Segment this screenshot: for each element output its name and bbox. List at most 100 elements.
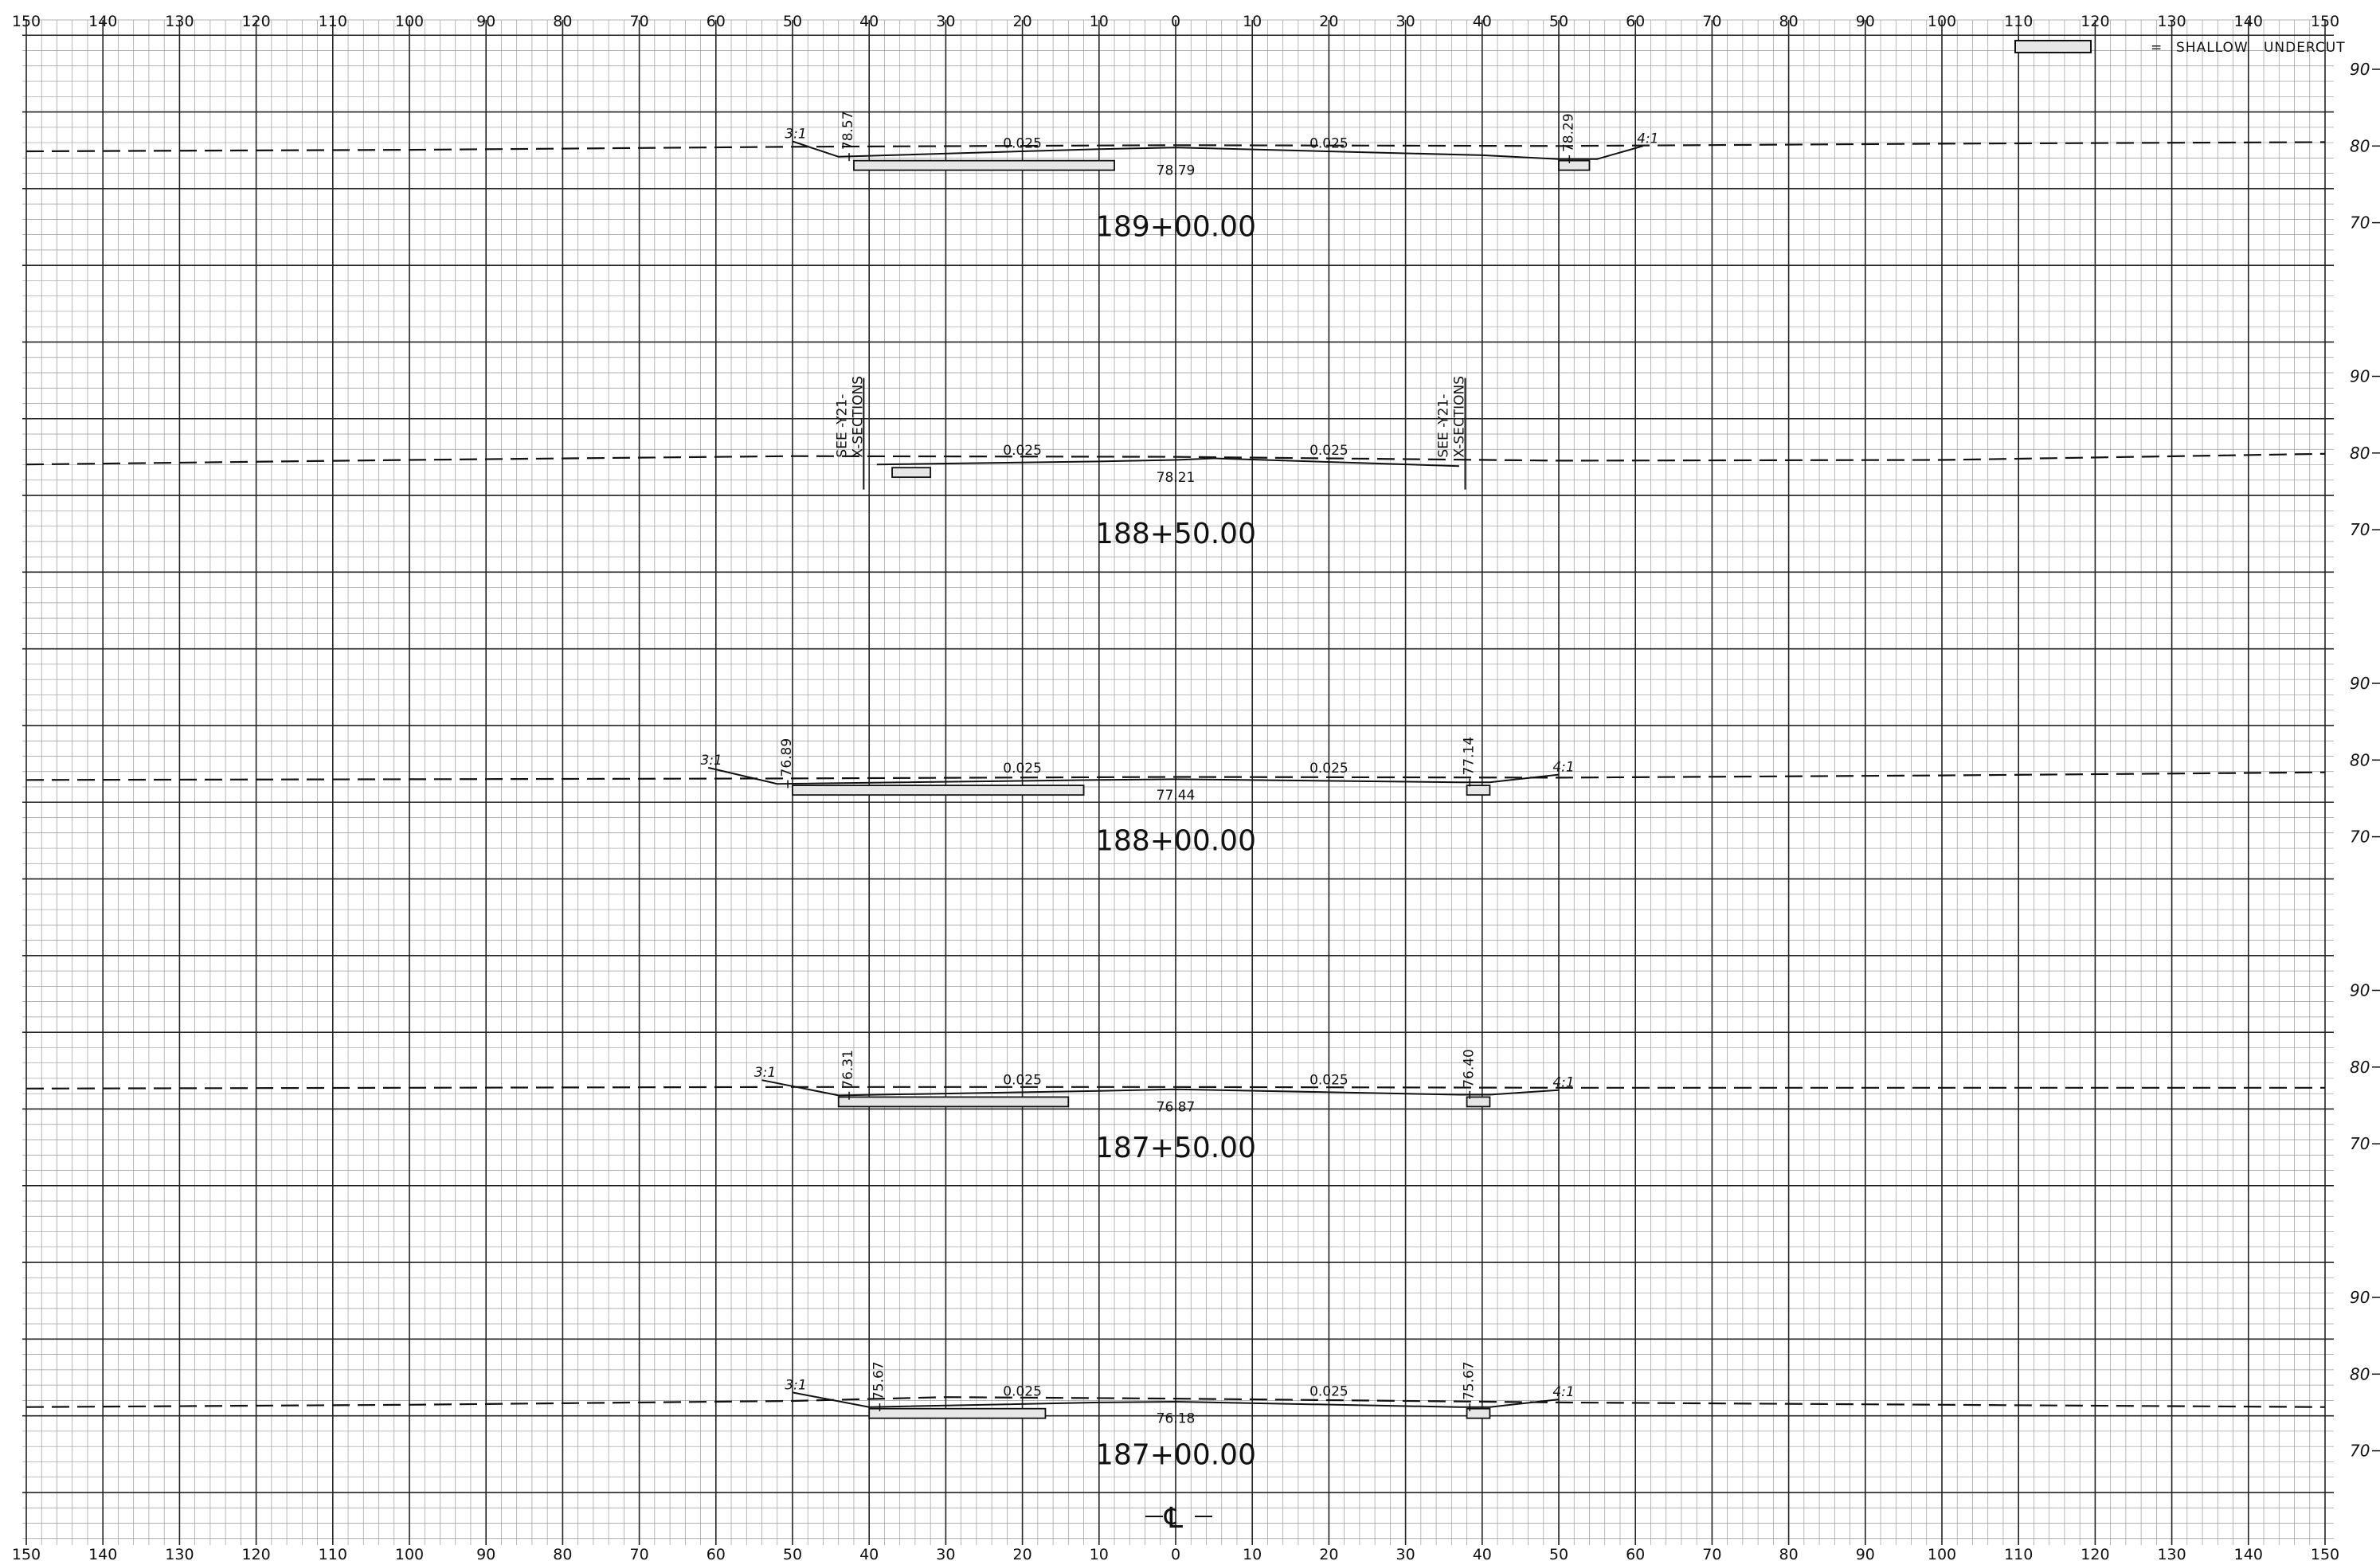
offset-tick-label-top: 110 [2004,13,2033,30]
elevation-annotation-left: 78.57 [840,111,856,150]
offset-tick-label-top: 20 [1319,13,1338,30]
legend: = SHALLOW UNDERCUT [2014,40,2345,56]
offset-tick-label-bottom: 140 [88,1546,117,1563]
station-label: 188+50.00 [1095,518,1256,550]
centerline-elevation: 76.18 [1157,1411,1196,1427]
offset-tick-label-top: 40 [859,13,879,30]
offset-tick-label-top: 140 [88,13,117,30]
offset-tick-label-top: 150 [2311,13,2339,30]
cross-section-2: 90 80 70 188+00.00 0.025 0.025 77.44 3:1 4:1 76.8… [25,674,2380,857]
side-slope-right: 4:1 [1552,1075,1574,1091]
offset-tick-label-bottom: 100 [1928,1546,1956,1563]
offset-tick-label-bottom: 130 [2157,1546,2186,1563]
cross-slope-right: 0.025 [1309,1072,1349,1088]
side-slope-left: 3:1 [785,127,806,143]
offset-tick-label-top: 130 [2157,13,2186,30]
offset-tick-label-top: 50 [1549,13,1568,30]
offset-tick-label-bottom: 30 [1396,1546,1415,1563]
elevation-label: 90 [2350,1288,2370,1307]
offset-tick-label-top: 0 [1171,13,1180,30]
offset-tick-label-bottom: 40 [1473,1546,1492,1563]
offset-tick-label-top: 90 [1856,13,1875,30]
offset-tick-label-top: 100 [1928,13,1956,30]
offset-tick-label-bottom: 40 [859,1546,879,1563]
elevation-label: 80 [2350,136,2370,155]
elevation-annotation-right: 77.14 [1461,737,1477,776]
offset-tick-label-bottom: 60 [1626,1546,1645,1563]
offset-tick-label-top: 80 [1779,13,1799,30]
shallow-undercut-area [868,1407,1047,1419]
station-label: 187+50.00 [1095,1132,1256,1164]
offset-tick-label-top: 70 [630,13,649,30]
elevation-label: 90 [2350,674,2370,693]
offset-tick-label-top: 100 [395,13,424,30]
offset-tick-label-top: 140 [2234,13,2263,30]
offset-tick-label-bottom: 150 [2311,1546,2339,1563]
offset-tick-label-bottom: 10 [1243,1546,1262,1563]
elevation-label: 90 [2350,981,2370,1000]
side-slope-right: 4:1 [1637,131,1658,147]
offset-tick-label-bottom: 140 [2234,1546,2263,1563]
existing-ground-line [25,771,2326,781]
offset-tick-label-bottom: 60 [707,1546,726,1563]
centerline-marker: ℄ [1145,1502,1212,1535]
shallow-undercut-area [1558,159,1591,171]
offset-tick-label-top: 120 [241,13,270,30]
cross-slope-right: 0.025 [1309,136,1349,152]
centerline-elevation: 78.21 [1157,470,1196,486]
note-see-y21-left-line: SEE -Y21- [834,394,850,458]
cross-section-3: 90 80 70 187+50.00 0.025 0.025 76.87 3:1 4:1 76.3… [25,981,2380,1164]
existing-ground-line [25,1396,2326,1408]
elevation-label: 80 [2350,444,2370,463]
offset-tick-label-bottom: 110 [2004,1546,2033,1563]
elevation-label: 70 [2350,520,2370,539]
offset-tick-label-bottom: 90 [476,1546,495,1563]
note-see-y21-left-line: X-SECTIONS [850,376,866,458]
elevation-label: 90 [2350,367,2370,386]
centerline-symbol: ℄ [1164,1502,1183,1535]
elevation-label: 80 [2350,750,2370,769]
shallow-undercut-area [1466,1096,1491,1108]
offset-tick-label-bottom: 80 [1779,1546,1799,1563]
offset-tick-label-bottom: 130 [165,1546,194,1563]
offset-tick-label-bottom: 0 [1171,1546,1180,1563]
cross-section-4: 90 80 70 187+00.00 0.025 0.025 76.18 3:1 4:1 75.6… [25,1288,2380,1471]
elevation-annotation-right: 78.29 [1560,113,1576,152]
offset-tick-label-top: 150 [12,13,41,30]
cross-slope-left: 0.025 [1003,443,1042,459]
side-slope-left: 3:1 [785,1377,806,1393]
existing-ground-line [25,141,2326,153]
offset-tick-label-bottom: 50 [783,1546,802,1563]
offset-tick-label-top: 50 [783,13,802,30]
cross-slope-left: 0.025 [1003,1072,1042,1088]
shallow-undercut-area [853,159,1115,171]
note-see-y21-right-line: X-SECTIONS [1452,376,1468,458]
elevation-label: 70 [2350,827,2370,847]
offset-tick-label-top: 10 [1243,13,1262,30]
offset-tick-label-bottom: 70 [1702,1546,1721,1563]
offset-tick-label-bottom: 150 [12,1546,41,1563]
side-slope-left: 3:1 [754,1065,776,1081]
cross-sections: 90 80 70 189+00.00 0.025 0.025 78.79 3:1 4:1 78.5… [25,60,2380,1471]
elevation-label: 90 [2350,60,2370,79]
offset-axis-top: 150 140 130 120 110 100 90 80 70 60 50 40 30 20 10 0 10 2… [12,13,2339,30]
elevation-label: 70 [2350,213,2370,233]
centerline-elevation: 78.79 [1157,163,1196,179]
shallow-undercut-area [1466,784,1491,796]
cross-slope-right: 0.025 [1309,761,1349,777]
offset-tick-label-bottom: 120 [241,1546,270,1563]
offset-tick-label-bottom: 80 [553,1546,572,1563]
elevation-label: 70 [2350,1442,2370,1461]
cross-slope-left: 0.025 [1003,761,1042,777]
offset-tick-label-bottom: 20 [1013,1546,1032,1563]
offset-tick-label-top: 120 [2081,13,2109,30]
design-profile-line [707,766,1560,785]
offset-tick-label-top: 30 [1396,13,1415,30]
side-slope-right: 4:1 [1552,760,1574,776]
offset-tick-label-top: 60 [707,13,726,30]
station-label: 187+00.00 [1095,1438,1256,1471]
shallow-undercut-area [837,1096,1070,1108]
legend-undercut-swatch [2014,40,2092,53]
